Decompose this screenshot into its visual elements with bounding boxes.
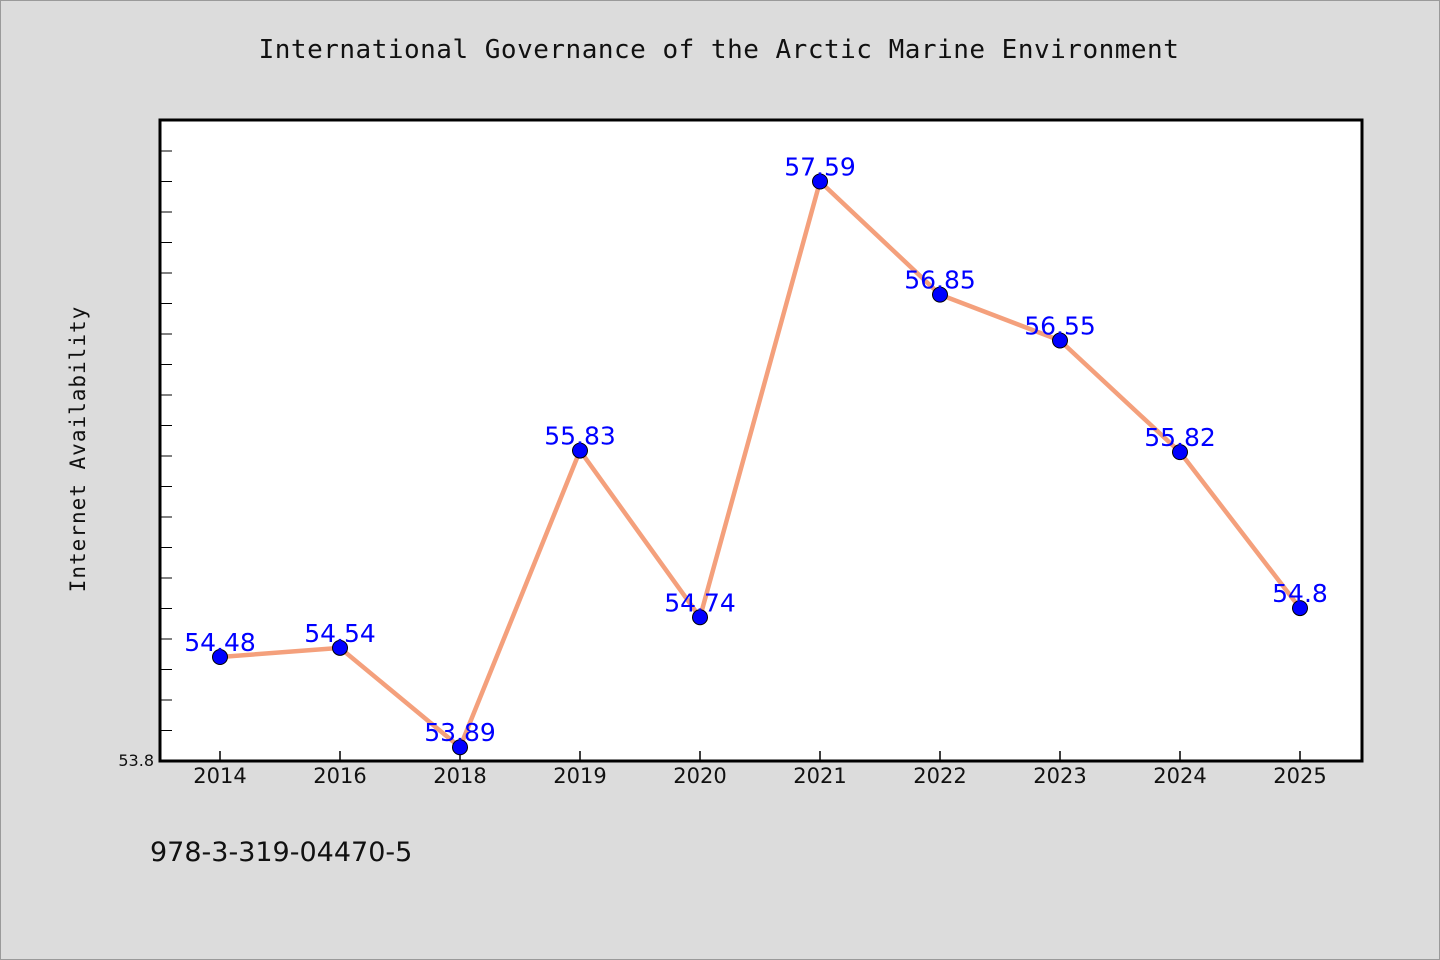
plot-area — [158, 118, 1364, 763]
data-label: 53.89 — [424, 718, 496, 747]
data-label: 56.85 — [904, 266, 976, 295]
data-label: 54.54 — [304, 619, 376, 648]
footer-isbn: 978-3-319-04470-5 — [150, 837, 413, 868]
data-label: 56.55 — [1024, 312, 1096, 341]
x-tick-label: 2021 — [793, 764, 846, 788]
data-point — [812, 173, 828, 190]
data-point — [212, 649, 228, 666]
data-point — [1172, 444, 1188, 461]
series-line — [217, 179, 1303, 750]
data-label: 54.74 — [664, 588, 736, 617]
data-point — [332, 639, 348, 656]
x-tick-label: 2024 — [1153, 764, 1206, 788]
data-point — [452, 739, 468, 756]
data-point — [572, 442, 588, 459]
x-tick-label: 2018 — [433, 764, 486, 788]
data-point — [932, 286, 948, 303]
data-label: 55.83 — [544, 422, 616, 451]
data-label: 57.59 — [784, 153, 856, 182]
x-tick-label: 2023 — [1033, 764, 1086, 788]
data-label: 54.48 — [184, 628, 256, 657]
x-tick-label: 2020 — [673, 764, 726, 788]
y-tick-label: 53.8 — [118, 751, 154, 770]
chart-title: International Governance of the Arctic M… — [258, 35, 1180, 65]
data-point — [1292, 600, 1308, 617]
x-tick-label: 2014 — [193, 764, 246, 788]
x-tick-label: 2022 — [913, 764, 966, 788]
data-point — [1052, 332, 1068, 349]
data-label: 55.82 — [1144, 423, 1216, 452]
x-tick-label: 2016 — [313, 764, 366, 788]
x-tick-label: 2019 — [553, 764, 606, 788]
x-tick-label: 2025 — [1273, 764, 1326, 788]
data-point — [692, 609, 708, 626]
data-label: 54.8 — [1272, 579, 1328, 608]
